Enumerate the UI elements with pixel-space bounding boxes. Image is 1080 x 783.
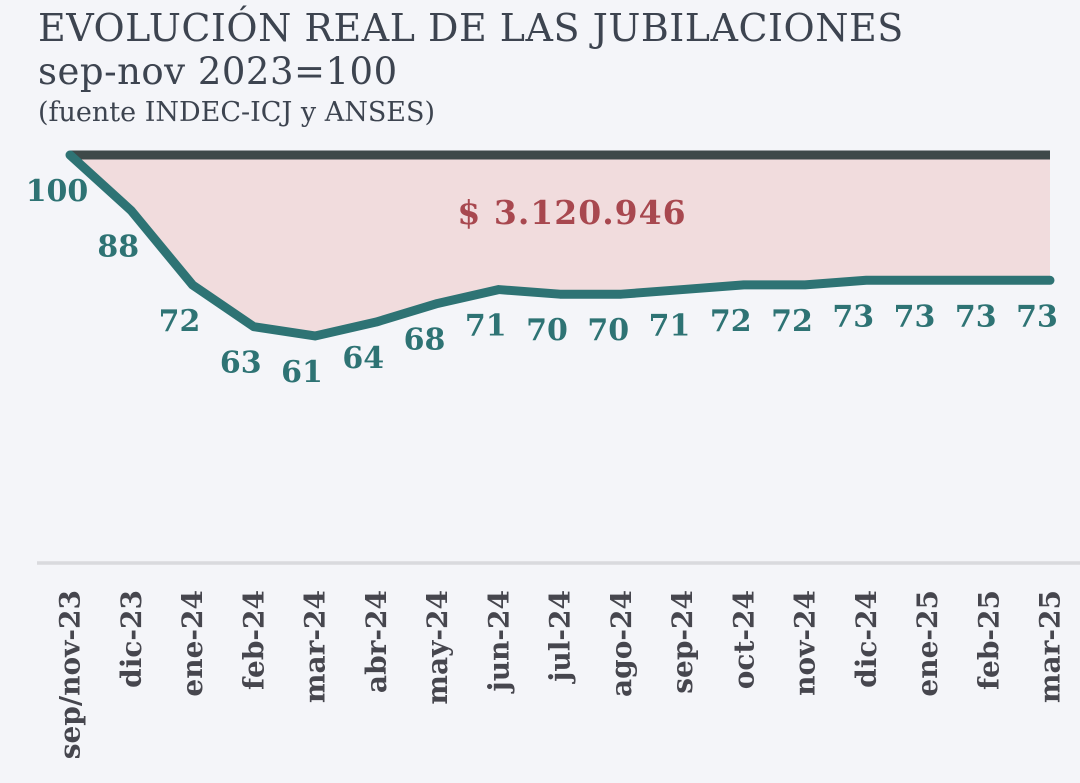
- value-label: 73: [955, 299, 997, 334]
- x-tick-label: feb-24: [237, 590, 270, 690]
- value-label: 72: [771, 304, 813, 339]
- x-tick-label: mar-24: [299, 590, 332, 703]
- x-tick-label: abr-24: [360, 590, 393, 693]
- x-tick-label: jun-24: [482, 590, 515, 694]
- peso-amount-annotation: $ 3.120.946: [457, 193, 686, 232]
- x-tick-label: ene-24: [176, 590, 209, 697]
- x-tick-label: dic-23: [115, 590, 148, 688]
- value-label: 68: [404, 322, 446, 357]
- value-label: 72: [710, 304, 752, 339]
- value-label: 70: [587, 313, 629, 348]
- x-tick-label: may-24: [421, 590, 454, 705]
- x-tick-label: ago-24: [605, 590, 638, 697]
- x-tick-label: sep/nov-23: [54, 590, 87, 759]
- value-label: 70: [526, 313, 568, 348]
- x-tick-label: jul-24: [544, 590, 577, 685]
- value-label: 71: [649, 309, 691, 344]
- value-label: 100: [26, 174, 89, 209]
- value-label: 73: [832, 299, 874, 334]
- x-tick-label: dic-24: [850, 590, 883, 688]
- x-tick-label: mar-25: [1034, 590, 1067, 703]
- value-label: 88: [97, 230, 139, 265]
- x-tick-label: ene-25: [911, 590, 944, 697]
- x-tick-label: sep-24: [666, 590, 699, 694]
- value-label: 73: [1016, 299, 1058, 334]
- gap-area-fill: [70, 155, 1050, 336]
- value-label: 61: [281, 355, 323, 390]
- x-tick-label: oct-24: [727, 590, 760, 689]
- real-pension-series-line: [65, 150, 1055, 341]
- x-tick-label: nov-24: [789, 590, 822, 696]
- value-label: 72: [159, 304, 201, 339]
- value-label: 64: [342, 341, 384, 376]
- x-tick-label: feb-25: [972, 590, 1005, 690]
- value-label: 63: [220, 346, 262, 381]
- value-label: 73: [894, 299, 936, 334]
- value-label: 71: [465, 309, 507, 344]
